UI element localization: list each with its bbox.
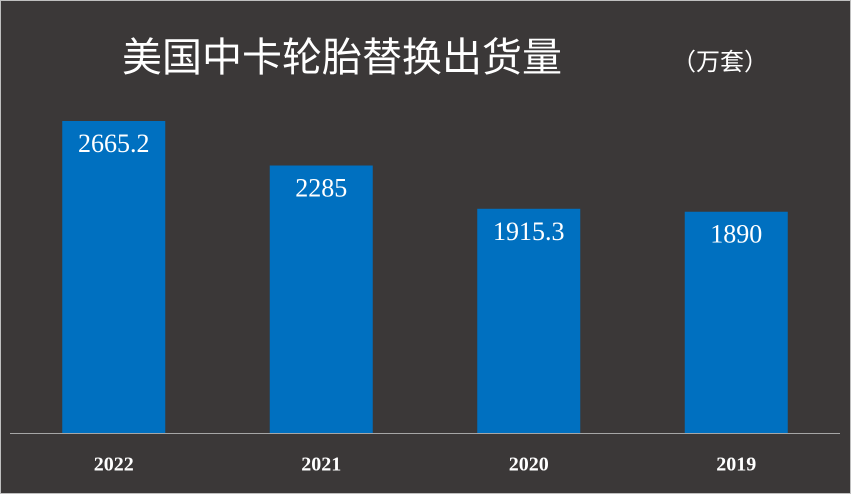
x-tick-label: 2020 — [509, 454, 549, 476]
x-tick-label: 2021 — [301, 454, 341, 476]
bar — [269, 165, 373, 433]
chart-subtitle: （万套） — [672, 48, 768, 76]
bar — [477, 208, 581, 433]
bar — [684, 211, 788, 433]
chart-title: 美国中卡轮胎替换出货量 — [122, 35, 562, 81]
bar — [62, 121, 166, 433]
x-tick-label: 2022 — [94, 454, 134, 476]
value-label: 2285 — [295, 173, 347, 202]
value-label: 2665.2 — [78, 129, 150, 158]
value-label: 1915.3 — [493, 217, 565, 246]
value-label: 1890 — [710, 220, 762, 249]
x-tick-label: 2019 — [716, 454, 756, 476]
